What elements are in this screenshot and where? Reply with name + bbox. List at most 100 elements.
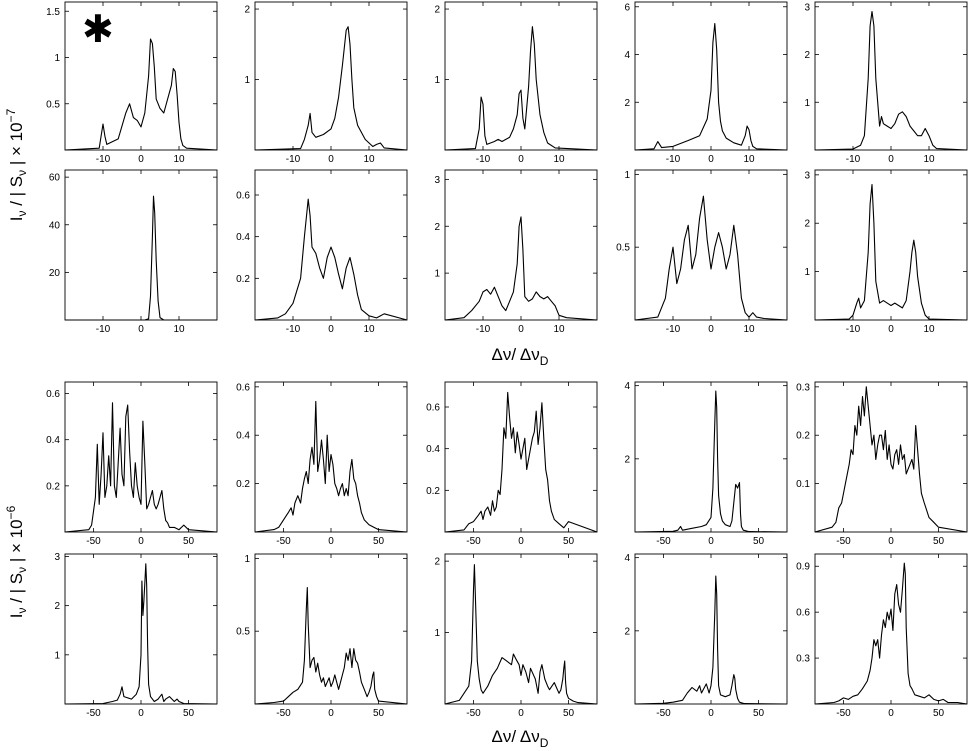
- x-tick-label: 0: [518, 324, 524, 335]
- y-tick-label: 0.2: [236, 479, 250, 490]
- bottom-xlabel-slash: / Δν: [511, 727, 539, 746]
- y-tick-label: 2: [434, 5, 440, 16]
- panel-b10: -50 0 50 0.3 0.6 0.9: [796, 553, 968, 719]
- y-tick-label: 0.6: [426, 403, 440, 414]
- x-tick-label: -50: [836, 536, 851, 547]
- x-tick-label: -50: [656, 536, 671, 547]
- series-line: [254, 198, 408, 321]
- x-tick-label: 10: [923, 154, 935, 165]
- panel-frame: [814, 381, 968, 533]
- x-tick-label: 10: [363, 324, 375, 335]
- panel-frame: [634, 169, 788, 321]
- panel-t3: -10 0 10 1 2: [434, 1, 598, 165]
- y-tick-label: 2: [804, 50, 810, 61]
- x-tick-label: 0: [708, 708, 714, 719]
- x-tick-label: 50: [373, 708, 385, 719]
- x-tick-label: -10: [96, 154, 111, 165]
- y-tick-label: 2: [804, 219, 810, 230]
- x-tick-label: 50: [563, 536, 575, 547]
- y-tick-label: 0.2: [46, 481, 60, 492]
- series-line: [64, 38, 218, 151]
- panel-frame: [814, 553, 968, 705]
- panel-frame: [64, 381, 218, 533]
- top-xlabel-sub: D: [540, 354, 549, 368]
- series-line: [64, 402, 218, 533]
- x-tick-label: -10: [846, 154, 861, 165]
- x-tick-label: 10: [363, 154, 375, 165]
- y-tick-label: 1: [434, 628, 440, 639]
- x-tick-label: -10: [666, 324, 681, 335]
- y-tick-label: 0.4: [236, 232, 250, 243]
- y-tick-label: 0.6: [236, 191, 250, 202]
- series-line: [634, 390, 788, 533]
- series-line: [634, 22, 788, 151]
- x-tick-label: 50: [933, 536, 945, 547]
- x-tick-label: -50: [466, 536, 481, 547]
- x-tick-label: 50: [373, 536, 385, 547]
- y-tick-label: 3: [434, 175, 440, 186]
- y-tick-label: 0.1: [796, 479, 810, 490]
- y-tick-label: 2: [244, 5, 250, 16]
- x-tick-label: 10: [553, 324, 565, 335]
- y-tick-label: 0.6: [236, 382, 250, 393]
- y-tick-label: 6: [624, 2, 630, 13]
- panel-t8: -10 0 10 1 2 3: [434, 169, 598, 335]
- y-tick-label: 1: [624, 170, 630, 181]
- panel-frame: [444, 553, 598, 705]
- y-tick-label: 2: [624, 98, 630, 109]
- x-tick-label: 10: [173, 324, 185, 335]
- series-line: [634, 195, 788, 321]
- x-tick-label: 0: [138, 324, 144, 335]
- y-tick-label: 0.5: [236, 627, 250, 638]
- x-tick-label: -50: [656, 708, 671, 719]
- panel-frame: [814, 169, 968, 321]
- x-tick-label: -50: [276, 708, 291, 719]
- bottom-ylabel: Iν / | Sν | × 10−6: [4, 505, 29, 618]
- y-tick-label: 1: [804, 98, 810, 109]
- x-tick-label: 0: [328, 708, 334, 719]
- x-tick-label: 0: [328, 324, 334, 335]
- y-tick-label: 60: [49, 173, 61, 184]
- y-tick-label: 40: [49, 220, 61, 231]
- y-tick-label: 1: [54, 650, 60, 661]
- panel-frame: [444, 1, 598, 151]
- x-tick-label: 0: [328, 154, 334, 165]
- panel-b7: -50 0 50 0.5 1: [236, 553, 408, 719]
- x-tick-label: 50: [183, 536, 195, 547]
- panel-t1: -10 0 10 0.5 1 1.5: [46, 1, 218, 165]
- panel-b2: -50 0 50 0.2 0.4 0.6: [236, 381, 408, 547]
- x-tick-label: 0: [888, 324, 894, 335]
- y-tick-label: 3: [804, 170, 810, 181]
- top-xlabel-delta: Δν: [492, 345, 512, 364]
- x-tick-label: 50: [753, 536, 765, 547]
- top-ylabel-sub2: ν: [15, 170, 29, 176]
- panel-b9: -50 0 50 2 4: [624, 553, 788, 719]
- panel-b8: -50 0 50 1 2: [434, 553, 598, 719]
- y-tick-label: 0.6: [796, 608, 810, 619]
- top-ylabel: Iν / | Sν | × 10−7: [4, 108, 29, 221]
- y-tick-label: 0.2: [236, 274, 250, 285]
- y-tick-label: 0.3: [796, 654, 810, 665]
- top-ylabel-main: I: [7, 217, 26, 222]
- y-tick-label: 1: [434, 269, 440, 280]
- y-tick-label: 1: [54, 53, 60, 64]
- series-line: [254, 586, 408, 705]
- x-tick-label: 10: [743, 154, 755, 165]
- panel-frame: [64, 169, 218, 321]
- y-tick-label: 0.4: [426, 444, 440, 455]
- x-tick-label: 0: [888, 708, 894, 719]
- series-line: [444, 564, 598, 705]
- x-tick-label: 0: [708, 324, 714, 335]
- x-tick-label: 0: [518, 154, 524, 165]
- y-tick-label: 2: [624, 626, 630, 637]
- series-line: [634, 575, 788, 705]
- y-tick-label: 0.5: [616, 243, 630, 254]
- panel-t4: -10 0 10 2 4 6: [624, 1, 788, 165]
- panel-b6: -50 0 50 1 2 3: [54, 552, 218, 719]
- y-tick-label: 2: [434, 557, 440, 568]
- y-tick-label: 4: [624, 50, 630, 61]
- bottom-ylabel-main: I: [7, 614, 26, 619]
- x-tick-label: 0: [518, 536, 524, 547]
- series-line: [65, 195, 217, 321]
